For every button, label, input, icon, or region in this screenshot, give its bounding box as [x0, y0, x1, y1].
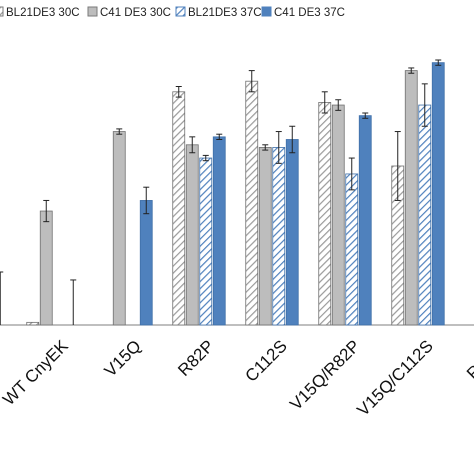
error-bar-6-0 — [394, 131, 401, 201]
x-tick-label-3: R82P — [174, 336, 218, 380]
error-bar-5-0 — [321, 91, 328, 114]
legend-label-3: C41 DE3 37C — [274, 7, 345, 19]
legend-swatch-1 — [87, 6, 98, 17]
plot-area — [0, 59, 474, 326]
error-bar-4-0 — [248, 70, 255, 93]
error-bar-1-1 — [43, 199, 50, 223]
error-bar-6-2 — [421, 83, 428, 127]
legend-label-2: BL21DE3 37C — [188, 7, 262, 19]
error-bar-6-1 — [408, 67, 415, 74]
error-bar-5-2 — [348, 157, 355, 191]
error-bar-4-1 — [262, 144, 269, 151]
legend-label-0: BL21DE3 30C — [6, 7, 80, 19]
bar-v15q-r82p-s1 — [331, 104, 345, 326]
bar-wt-cnyek-s1 — [39, 210, 53, 326]
bar-c112s-s3 — [285, 139, 299, 326]
bar-r82p-s1 — [185, 144, 199, 326]
legend-item-3: C41 DE3 37C — [261, 6, 345, 19]
error-bar-3-1 — [189, 136, 196, 154]
bar-v15q-r82p-s3 — [358, 115, 372, 326]
legend-item-1: C41 DE3 30C — [87, 6, 171, 19]
bar-r82p-s0 — [172, 91, 186, 326]
bar-v15q-c112s-s2 — [418, 104, 432, 326]
error-bar-4-2 — [275, 131, 282, 164]
x-tick-label-7: R82P/ — [463, 336, 474, 383]
error-bar-5-1 — [335, 99, 342, 111]
error-bar-3-0 — [175, 86, 182, 98]
error-bar-5-3 — [362, 112, 369, 119]
x-axis-labels: )WT CnyEKV15QR82PC112SV15Q/R82PV15Q/C112… — [0, 336, 474, 420]
bar-v15q-r82p-s2 — [345, 173, 359, 326]
error-bar-6-3 — [435, 59, 442, 66]
error-bar-2-3 — [143, 186, 150, 215]
bar-c112s-s1 — [258, 147, 272, 326]
bar-c112s-s2 — [272, 147, 286, 326]
x-tick-label-5: V15Q/R82P — [286, 336, 364, 414]
error-bar-0-3 — [0, 271, 4, 325]
x-tick-label-2: V15Q — [101, 336, 145, 380]
bar-r82p-s3 — [212, 136, 226, 326]
legend: BL21DE3 30C C41 DE3 30C BL21DE3 37C C41 DE3… — [0, 6, 345, 19]
legend-item-2: BL21DE3 37C — [175, 6, 262, 19]
legend-label-1: C41 DE3 30C — [100, 7, 171, 19]
error-bar-2-1 — [116, 128, 123, 135]
x-tick-label-6: V15Q/C112S — [353, 336, 436, 419]
bar-v15q-s3 — [139, 200, 153, 326]
error-bar-3-2 — [202, 154, 209, 162]
error-bar-4-3 — [289, 125, 296, 154]
x-tick-label-4: C112S — [242, 336, 291, 385]
bar-v15q-s1 — [112, 131, 126, 326]
error-bar-3-3 — [216, 133, 223, 140]
legend-item-0: BL21DE3 30C — [0, 6, 80, 19]
bar-wt-cnyek-s0 — [26, 321, 40, 326]
legend-swatch-0 — [0, 6, 4, 17]
x-tick-label-1: WT CnyEK — [0, 336, 72, 409]
bar-v15q-c112s-s3 — [431, 62, 445, 326]
legend-swatch-3 — [261, 6, 272, 17]
bar-c112s-s0 — [245, 80, 259, 326]
bar-r82p-s2 — [199, 157, 213, 326]
error-bar-1-3 — [70, 279, 77, 325]
legend-swatch-2 — [175, 6, 186, 17]
bar-v15q-c112s-s1 — [404, 70, 418, 326]
bar-v15q-r82p-s0 — [318, 102, 332, 326]
